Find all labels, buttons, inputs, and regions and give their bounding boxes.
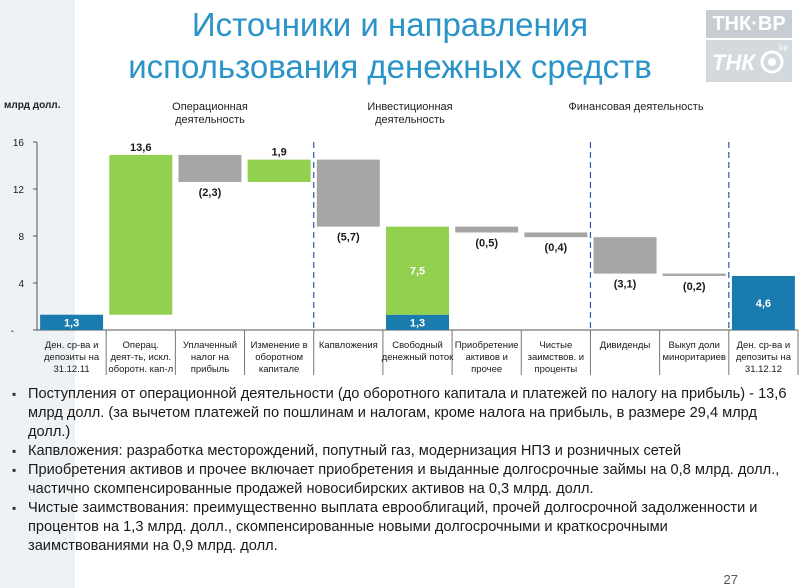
data-label: 1,9: [271, 147, 286, 159]
note-item: Капвложения: разработка месторождений, п…: [10, 442, 788, 461]
data-label: 7,5: [410, 266, 425, 278]
y-axis-unit: млрд долл.: [4, 100, 61, 111]
data-label: 13,6: [130, 142, 151, 154]
data-label: (3,1): [614, 279, 637, 291]
logo-mark-text: ТНК: [712, 50, 756, 75]
title-line-1: Источники и направления: [191, 6, 589, 43]
category-label: Операц. деят-ть, искл. оборотн. кап-л: [108, 340, 173, 375]
data-label: (0,2): [683, 281, 706, 293]
note-item: Чистые заимствования: преимущественно вы…: [10, 499, 788, 556]
y-tick-label: 12: [13, 185, 25, 196]
y-tick-label: 16: [13, 138, 25, 149]
bar: [593, 237, 657, 274]
data-label: 1,3: [64, 317, 79, 329]
category-label: Уплаченный налог на прибыль: [183, 340, 237, 375]
data-label: (5,7): [337, 232, 360, 244]
note-item: Приобретения активов и прочее включает п…: [10, 461, 788, 499]
y-tick-label: 4: [18, 279, 24, 290]
logo-wordmark: ТНК·ВР: [706, 10, 792, 38]
page-title: Источники и направления использования де…: [80, 4, 700, 88]
company-logo: ТНК·ВР ТНК bp: [706, 10, 792, 82]
category-label: Изменение в оборотном капитале: [251, 340, 308, 375]
bar-segment: [386, 314, 449, 330]
bar: [662, 273, 726, 276]
waterfall-chart: 16 12 8 4 - Ден. ср-ва и депозиты на 31.12.11Оп…: [11, 138, 799, 375]
logo-sun-icon: [760, 50, 784, 74]
data-label: 4,6: [756, 298, 771, 310]
note-item: Поступления от операционной деятельности…: [10, 385, 788, 442]
section-operational: Операционная деятельность: [172, 101, 248, 126]
category-label: Свободный денежный поток: [382, 340, 454, 363]
category-label: Приобретение активов и прочее: [455, 340, 519, 375]
bar: [247, 159, 311, 182]
bar: [316, 159, 380, 227]
bar: [386, 226, 449, 315]
y-tick-label: -: [11, 326, 14, 337]
notes-list: Поступления от операционной деятельности…: [10, 385, 788, 556]
data-label: (0,4): [545, 242, 568, 254]
y-tick-label: 8: [18, 232, 24, 243]
category-label: Ден. ср-ва и депозиты на 31.12.12: [736, 340, 792, 375]
page-number: 27: [723, 572, 738, 587]
category-label: Чистые заимствов. и проценты: [528, 340, 584, 375]
section-financial: Финансовая деятельность: [568, 101, 704, 113]
bar: [40, 314, 104, 330]
data-label: (0,5): [475, 237, 498, 249]
logo-mark: ТНК bp: [706, 40, 792, 82]
bar: [178, 154, 242, 182]
category-label: Дивиденды: [600, 340, 651, 351]
category-label: Выкуп доли миноритариев: [663, 340, 726, 363]
title-line-2: использования денежных средств: [128, 48, 652, 85]
section-investment: Инвестиционная деятельность: [367, 101, 453, 126]
bar: [109, 154, 173, 315]
data-label: 1,3: [410, 317, 425, 329]
bar: [455, 226, 519, 233]
logo-bp-text: bp: [779, 43, 788, 52]
bar: [731, 275, 795, 330]
data-label: (2,3): [199, 187, 222, 199]
bar: [524, 232, 588, 238]
category-label: Капвложения: [319, 340, 378, 351]
logo-emblem-icon: ТНК: [712, 50, 784, 75]
category-label: Ден. ср-ва и депозиты на 31.12.11: [44, 340, 100, 375]
